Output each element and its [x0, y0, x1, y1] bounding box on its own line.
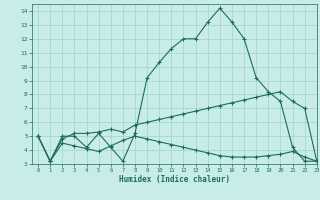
X-axis label: Humidex (Indice chaleur): Humidex (Indice chaleur): [119, 175, 230, 184]
